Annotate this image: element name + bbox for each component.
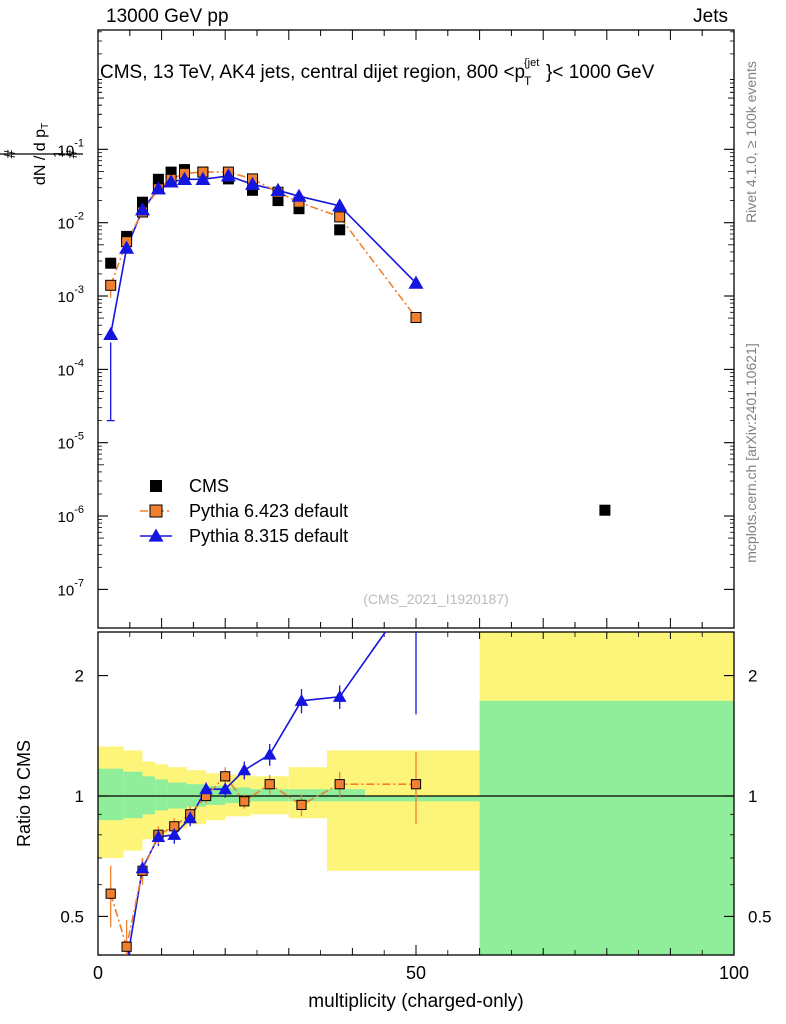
svg-text:13000 GeV pp: 13000 GeV pp: [106, 6, 229, 27]
svg-text:50: 50: [406, 963, 426, 983]
svg-text:Pythia 8.315 default: Pythia 8.315 default: [189, 526, 348, 546]
svg-text:CMS, 13 TeV, AK4 jets, central: CMS, 13 TeV, AK4 jets, central dijet reg…: [100, 62, 525, 83]
svg-text:2: 2: [75, 667, 84, 686]
svg-text:10-5: 10-5: [58, 431, 84, 453]
svg-text:10-7: 10-7: [58, 577, 84, 599]
svg-text:1: 1: [50, 150, 66, 158]
svg-text:Rivet 4.1.0, ≥ 100k events: Rivet 4.1.0, ≥ 100k events: [743, 61, 759, 223]
svg-text:2: 2: [748, 667, 757, 686]
svg-text:Jets: Jets: [693, 6, 728, 27]
svg-text:0.5: 0.5: [748, 907, 772, 926]
svg-text:#: #: [64, 149, 81, 158]
svg-text:mcplots.cern.ch [arXiv:2401.10: mcplots.cern.ch [arXiv:2401.10621]: [743, 343, 759, 562]
svg-text:100: 100: [719, 963, 749, 983]
svg-text:Pythia 6.423 default: Pythia 6.423 default: [189, 501, 348, 521]
svg-text:10-4: 10-4: [58, 357, 84, 379]
svg-text:1: 1: [748, 787, 757, 806]
svg-text:10-3: 10-3: [58, 284, 84, 306]
svg-text:CMS: CMS: [189, 476, 229, 496]
svg-text:#: #: [2, 149, 19, 158]
svg-text:dN / d pT: dN / d pT: [32, 123, 51, 185]
svg-text:(CMS_2021_I1920187): (CMS_2021_I1920187): [363, 591, 509, 607]
svg-text:Ratio to CMS: Ratio to CMS: [14, 740, 34, 847]
svg-text:multiplicity (charged-only): multiplicity (charged-only): [308, 991, 523, 1012]
svg-text:T: T: [524, 74, 532, 88]
svg-text:0: 0: [93, 963, 103, 983]
svg-text:{jet: {jet: [524, 57, 539, 69]
svg-text:}< 1000 GeV: }< 1000 GeV: [546, 62, 655, 83]
svg-text:10-2: 10-2: [58, 211, 84, 233]
svg-text:1: 1: [75, 787, 84, 806]
svg-text:10-6: 10-6: [58, 504, 84, 526]
svg-text:0.5: 0.5: [60, 907, 84, 926]
